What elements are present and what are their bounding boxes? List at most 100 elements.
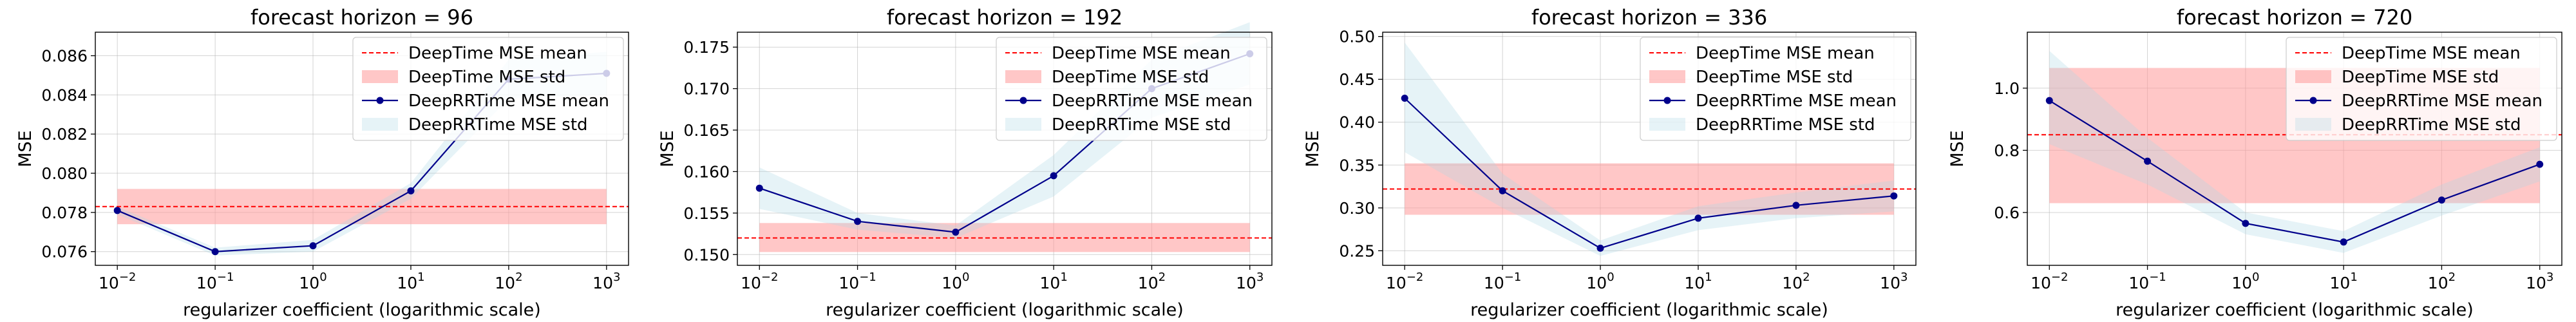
x-tick-label: 101 [1040,270,1068,292]
x-tick-label: 100 [2231,270,2259,292]
legend-label: DeepTime MSE mean [408,44,587,63]
x-tick-label: 101 [397,270,424,292]
legend-swatch-deeprrtime-std [1005,118,1041,131]
y-tick-label: 0.40 [1339,113,1375,132]
plot-frame [737,32,1273,266]
y-tick-label: 0.45 [1339,70,1375,89]
chart-title: forecast horizon = 336 [1531,5,1767,30]
x-tick-label: 10−2 [1386,270,1423,292]
legend-box [996,37,1267,141]
deeprrtime-point [854,218,862,225]
deeprrtime-point [2536,160,2544,168]
x-tick-label: 100 [299,270,327,292]
legend-label: DeepRRTime MSE std [2342,115,2521,135]
y-tick-label: 0.078 [41,204,88,222]
deeprrtime-point [211,248,219,256]
plot-frame [95,32,629,266]
x-tick-label: 103 [1236,270,1264,292]
legend-label: DeepTime MSE std [2342,68,2499,87]
y-tick-label: 0.170 [683,80,730,99]
chart-title: forecast horizon = 96 [251,5,473,30]
y-axis-label: MSE [658,130,677,167]
x-tick-label: 103 [592,270,620,292]
legend-box [352,37,624,141]
y-tick-label: 0.086 [41,47,88,66]
y-tick-label: 0.082 [41,125,88,144]
legend: DeepTime MSE mean DeepTime MSE std DeepRRT… [996,37,1267,141]
deeprrtime-mean-line [2049,100,2541,243]
x-tick-label: 10−1 [1484,270,1521,292]
x-tick-label: 103 [1880,270,1908,292]
deeprrtime-point [1694,214,1702,222]
deeprrtime-point [952,228,960,236]
y-tick-label: 1.0 [1994,79,2020,98]
y-axis-label: MSE [1947,130,1967,167]
legend: DeepTime MSE mean DeepTime MSE std DeepRRT… [2286,37,2557,141]
deeprrtime-point [1890,192,1898,200]
y-tick-label: 0.160 [683,162,730,181]
deeprrtime-point [2144,157,2152,165]
x-tick-label: 10−2 [741,270,778,292]
deeprrtime-point [2340,238,2347,246]
deeprrtime-point [407,187,415,194]
x-tick-label: 100 [942,270,969,292]
legend-label: DeepRRTime MSE std [408,115,588,135]
x-tick-label: 102 [1138,270,1166,292]
deeprrtime-point [1792,202,1800,209]
chart-panel-1: 10−2 10−1 100 101 102 103 0.150 0.155 0.160 0.165… [658,5,1273,320]
y-tick-label: 0.175 [683,38,730,57]
legend-swatch-deeptime-std [2295,70,2331,83]
x-tick-label: 10−1 [2128,270,2166,292]
y-tick-label: 0.165 [683,121,730,140]
legend-box [1640,37,1911,141]
legend-swatch-deeprrtime-std [2295,118,2331,131]
deeprrtime-std-band [2049,51,2540,253]
legend-swatch-deeptime-std [362,70,398,83]
legend-swatch-deeptime-std [1649,70,1685,83]
deeprrtime-std-band [1405,43,1894,256]
chart-title: forecast horizon = 720 [2177,5,2412,30]
x-axis-label: regularizer coefficient (logarithmic sca… [826,300,1184,320]
x-tick-label: 10−2 [2031,270,2068,292]
legend-box [2286,37,2557,141]
plot-frame [2027,32,2562,266]
deeptime-std-band [759,223,1250,252]
deeprrtime-point [2242,220,2249,227]
x-tick-label: 10−2 [99,270,136,292]
deeprrtime-point [1050,172,1057,180]
y-tick-label: 0.084 [41,86,88,104]
y-tick-label: 0.30 [1339,199,1375,218]
legend: DeepTime MSE mean DeepTime MSE std DeepRRT… [1640,37,1911,141]
y-tick-label: 0.25 [1339,242,1375,260]
x-tick-label: 10−1 [196,270,234,292]
legend-label: DeepTime MSE mean [1696,44,1875,63]
x-tick-label: 102 [495,270,522,292]
deeprrtime-point [755,184,763,192]
legend-swatch-deeprrtime-marker [376,97,384,104]
x-axis-label: regularizer coefficient (logarithmic sca… [183,300,541,320]
legend-swatch-deeprrtime-marker [2309,97,2317,104]
deeprrtime-point [2045,97,2053,104]
x-tick-label: 100 [1586,270,1614,292]
deeprrtime-point [309,242,317,250]
legend-label: DeepRRTime MSE std [1696,115,1875,135]
x-tick-label: 101 [2330,270,2358,292]
legend-label: DeepRRTime MSE mean [408,91,609,111]
x-tick-label: 102 [2428,270,2456,292]
y-tick-label: 0.35 [1339,156,1375,175]
deeprrtime-mean-line [1404,97,1894,249]
legend-swatch-deeprrtime-std [1649,118,1685,131]
x-axis-label: regularizer coefficient (logarithmic sca… [2116,300,2474,320]
deeprrtime-point [1401,94,1408,102]
y-tick-label: 0.50 [1339,28,1375,46]
legend-label: DeepRRTime MSE mean [1696,91,1897,111]
deeprrtime-point [1596,244,1604,252]
legend-label: DeepRRTime MSE mean [1052,91,1253,111]
y-tick-label: 0.6 [1994,204,2020,222]
legend-swatch-deeprrtime-marker [1663,97,1671,104]
y-tick-label: 0.080 [41,164,88,183]
legend-label: DeepRRTime MSE std [1052,115,1231,135]
legend-label: DeepRRTime MSE mean [2342,91,2543,111]
legend-label: DeepTime MSE std [1052,68,1209,87]
